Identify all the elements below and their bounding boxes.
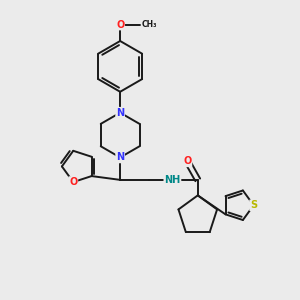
Text: O: O xyxy=(116,20,124,30)
Text: O: O xyxy=(183,156,191,166)
Text: N: N xyxy=(116,108,124,118)
Text: N: N xyxy=(116,152,124,163)
Text: O: O xyxy=(69,177,77,187)
Text: S: S xyxy=(250,200,257,210)
Text: NH: NH xyxy=(164,175,181,185)
Text: CH₃: CH₃ xyxy=(142,20,158,29)
